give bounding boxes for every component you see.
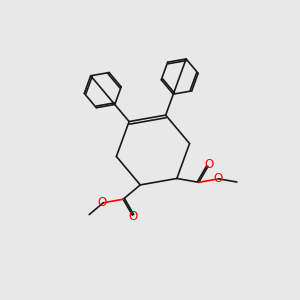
Text: O: O bbox=[214, 172, 223, 185]
Text: O: O bbox=[204, 158, 214, 171]
Text: O: O bbox=[128, 210, 138, 223]
Text: O: O bbox=[97, 196, 106, 209]
